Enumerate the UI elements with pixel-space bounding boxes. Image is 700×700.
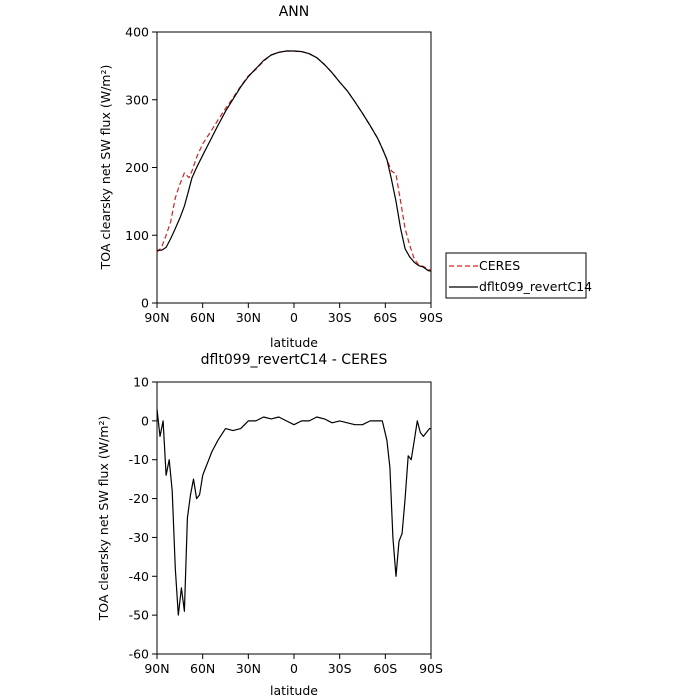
top-y-tick-label: 100 xyxy=(125,228,149,243)
bottom-x-tick-label: 30S xyxy=(328,661,352,676)
top-panel: ANN 0 100 200 300 400 90N 60N 30N 0 30S 60S 90S la… xyxy=(98,4,443,350)
legend-label-ceres: CERES xyxy=(479,258,520,273)
top-y-tick-label: 0 xyxy=(141,296,149,311)
bottom-x-tick-label: 0 xyxy=(290,661,298,676)
bottom-plot-frame xyxy=(156,381,432,655)
bottom-chart-title: dflt099_revertC14 - CERES xyxy=(201,352,388,368)
bottom-series-lines xyxy=(156,409,431,616)
top-x-tick-label: 60N xyxy=(190,310,215,325)
top-y-tick-label: 400 xyxy=(125,25,149,40)
bottom-y-tick-label: -50 xyxy=(129,608,149,623)
top-plot-frame xyxy=(156,31,432,304)
top-x-tick-label: 90S xyxy=(419,310,443,325)
top-x-axis-label: latitude xyxy=(270,335,318,350)
bottom-y-tick-label: -20 xyxy=(129,491,149,506)
top-chart-title: ANN xyxy=(279,4,310,20)
top-x-tick-label: 60S xyxy=(373,310,397,325)
top-series-lines xyxy=(156,50,432,272)
legend-label-model: dflt099_revertC14 xyxy=(479,279,592,294)
bottom-x-tick-label: 30N xyxy=(236,661,261,676)
top-x-tick-label: 30N xyxy=(236,310,261,325)
top-y-axis-label: TOA clearsky net SW flux (W/m²) xyxy=(98,65,113,271)
top-series-line-dflt099-revertc14 xyxy=(157,50,432,272)
legend-box xyxy=(445,252,587,299)
bottom-x-tick-label: 60N xyxy=(190,661,215,676)
bottom-series-line-0 xyxy=(156,409,431,616)
bottom-y-tick-label: -10 xyxy=(129,452,149,467)
bottom-y-tick-label: -30 xyxy=(129,530,149,545)
bottom-y-tick-label: -40 xyxy=(129,569,149,584)
bottom-x-ticks: 90N 60N 30N 0 30S 60S 90S xyxy=(144,654,443,676)
bottom-panel: dflt099_revertC14 - CERES 10 0 -10 -20 -30 -4… xyxy=(96,352,443,698)
top-y-tick-label: 200 xyxy=(125,160,149,175)
bottom-x-tick-label: 90S xyxy=(419,661,443,676)
bottom-x-tick-label: 60S xyxy=(373,661,397,676)
bottom-y-ticks: 10 0 -10 -20 -30 -40 -50 -60 xyxy=(129,375,157,662)
top-y-ticks: 0 100 200 300 400 xyxy=(125,25,157,311)
bottom-y-tick-label: 10 xyxy=(133,375,149,390)
bottom-y-tick-label: -60 xyxy=(129,647,149,662)
top-x-ticks: 90N 60N 30N 0 30S 60S 90S xyxy=(144,303,443,325)
bottom-x-axis-label: latitude xyxy=(270,683,318,698)
top-y-tick-label: 300 xyxy=(125,92,149,107)
bottom-y-tick-label: 0 xyxy=(141,413,149,428)
top-series-line-ceres xyxy=(156,50,432,272)
bottom-y-axis-label: TOA clearsky net SW flux (W/m²) xyxy=(96,416,111,622)
top-x-tick-label: 90N xyxy=(144,310,169,325)
top-x-tick-label: 30S xyxy=(328,310,352,325)
legend: CERES dflt099_revertC14 xyxy=(445,252,592,299)
top-x-tick-label: 0 xyxy=(290,310,298,325)
bottom-x-tick-label: 90N xyxy=(144,661,169,676)
